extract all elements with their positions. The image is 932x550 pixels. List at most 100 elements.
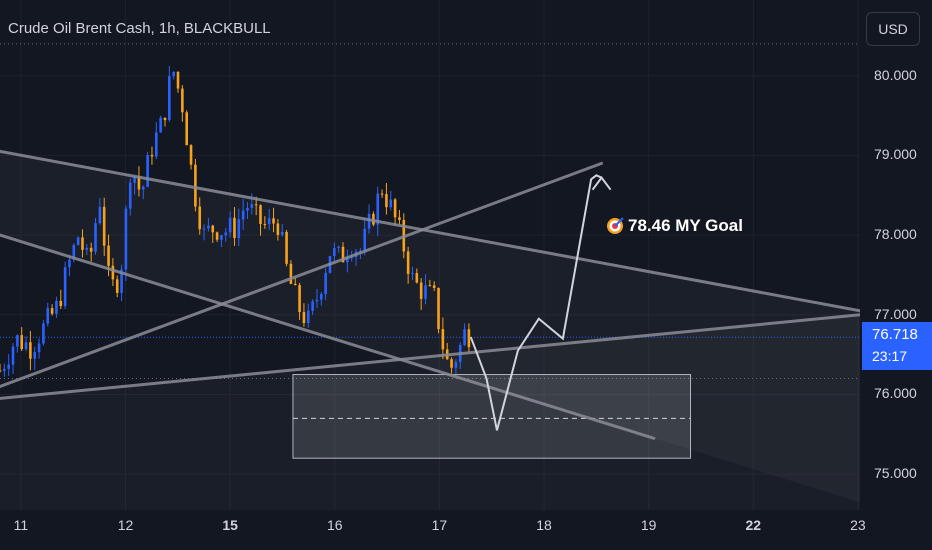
candle-body (280, 231, 284, 235)
candle (33, 346, 37, 371)
candle-body (385, 193, 388, 208)
goal-annotation[interactable]: 78.46 MY Goal (606, 216, 743, 236)
candle-body (198, 206, 202, 230)
time-tick-label: 17 (431, 517, 448, 533)
candle-body (406, 251, 410, 274)
candle-body (20, 335, 24, 350)
candle-body (146, 155, 149, 187)
currency-button[interactable]: USD (866, 12, 920, 46)
candle (59, 289, 63, 310)
candle (276, 219, 280, 241)
price-tick-label: 80.000 (874, 66, 917, 83)
candle-body (155, 132, 158, 157)
candle (220, 234, 223, 247)
candle (211, 224, 215, 243)
candle-body (302, 312, 306, 324)
candle (306, 303, 310, 328)
candle-body (437, 287, 440, 330)
candle (185, 110, 188, 146)
candle (372, 211, 375, 227)
candle-body (55, 300, 58, 314)
candle-body (311, 301, 314, 311)
candle-body (33, 352, 37, 359)
candle (120, 264, 123, 302)
candle (376, 186, 380, 237)
candle-body (246, 208, 249, 211)
candle (124, 205, 128, 281)
price-axis[interactable]: 80.000 79.000 78.000 77.000 76.000 75.000 (860, 0, 932, 550)
candle (437, 287, 440, 334)
candle-body (259, 205, 262, 224)
time-tick-label: 16 (326, 517, 343, 533)
chart-grid (0, 0, 860, 510)
candle (319, 292, 323, 306)
candle (324, 268, 327, 301)
candle (189, 144, 193, 170)
candle (194, 158, 197, 212)
candle (259, 204, 262, 236)
candle-body (102, 206, 106, 246)
candle-body (363, 228, 367, 251)
candle-body (450, 359, 453, 368)
candle-body (133, 176, 136, 183)
price-tick-label: 75.000 (874, 465, 917, 482)
candle (263, 216, 267, 229)
candle-body (419, 282, 423, 299)
candle-body (81, 237, 84, 250)
candle (411, 266, 414, 281)
candle-body (237, 219, 241, 239)
candle (463, 323, 466, 347)
candle (237, 208, 241, 247)
candle-body (202, 228, 206, 230)
candle-body (441, 329, 445, 350)
candle-body (241, 210, 245, 220)
candle-body (411, 273, 414, 275)
candle-body (181, 88, 184, 113)
projection-path (469, 174, 612, 431)
candle (389, 191, 393, 211)
candle (293, 277, 297, 286)
candle (419, 278, 423, 310)
candle (233, 207, 236, 246)
candle-body (107, 245, 110, 266)
candle (76, 236, 80, 246)
time-tick-label: 12 (117, 517, 134, 533)
candle (128, 178, 132, 216)
candle (81, 229, 84, 258)
candle (215, 231, 219, 242)
candle-body (159, 117, 162, 133)
projection-arrowhead (591, 176, 612, 191)
candle-body (185, 112, 188, 146)
candle-body (376, 193, 380, 225)
candle-body (211, 225, 215, 233)
dotted-levels (0, 43, 860, 380)
candle-body (72, 245, 76, 260)
candle (428, 279, 432, 287)
chart-area[interactable]: Crude Oil Brent Cash, 1h, BLACKBULL 78.4… (0, 0, 860, 510)
candle (7, 354, 10, 376)
price-chart[interactable] (0, 0, 860, 510)
candle (228, 211, 232, 238)
trendline (0, 233, 656, 440)
candle-body (415, 273, 419, 283)
candle-body (350, 257, 353, 259)
candle (29, 331, 32, 371)
target-icon (607, 217, 624, 234)
time-axis[interactable]: 11 12 15 16 17 18 19 22 23 (0, 510, 866, 550)
candle (42, 320, 45, 346)
candle-body (137, 176, 141, 190)
candle (55, 296, 58, 318)
bar-countdown: 23:17 (872, 348, 908, 364)
candle (450, 357, 453, 374)
candle-body (319, 294, 323, 300)
candle-body (324, 272, 327, 295)
candle-body (150, 155, 154, 157)
candle-body (189, 145, 193, 165)
trendlines (0, 149, 860, 440)
candle (146, 151, 149, 188)
candle (346, 249, 349, 273)
candle-body (172, 71, 175, 77)
candle-body (111, 265, 115, 280)
candle-body (59, 300, 63, 307)
candle (172, 71, 175, 80)
